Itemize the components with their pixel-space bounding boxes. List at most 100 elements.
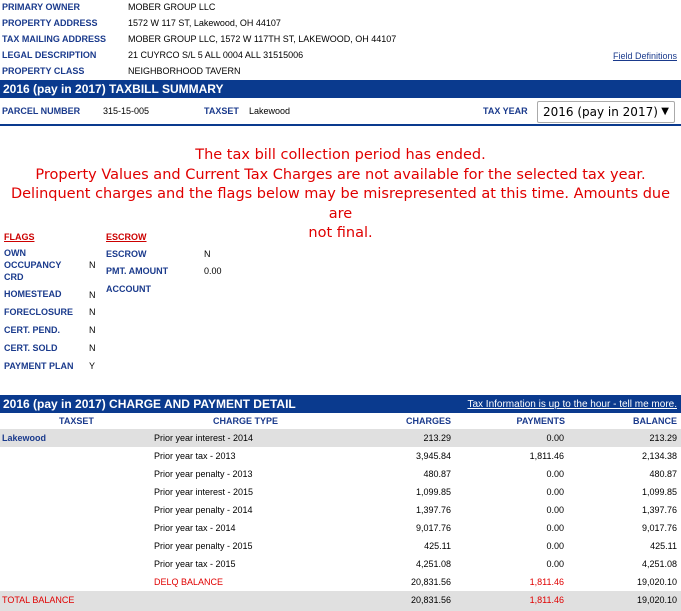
prop-value: 21 CUYRCO S/L 5 ALL 0004 ALL 31515006 <box>128 50 304 60</box>
balance-cell: 1,099.85 <box>641 487 677 497</box>
payments-cell: 0.00 <box>546 559 564 569</box>
payments-cell: 1,811.46 <box>529 451 564 461</box>
detail-title: 2016 (pay in 2017) CHARGE AND PAYMENT DE… <box>3 397 296 411</box>
balance-cell: 9,017.76 <box>641 523 677 533</box>
total-payments: 1,811.46 <box>529 595 564 605</box>
payments-cell: 0.00 <box>546 487 564 497</box>
flag-value-cert-sold: N <box>89 343 96 353</box>
pmt-amount-value: 0.00 <box>204 266 222 276</box>
delq-payments: 1,811.46 <box>529 577 564 587</box>
delq-charges: 20,831.56 <box>410 577 451 587</box>
charges-cell: 3,945.84 <box>415 451 451 461</box>
notice-line: Delinquent charges and the flags below m… <box>10 186 671 222</box>
flag-label-own-occupancy: OWN OCCUPANCY CRD <box>4 247 61 283</box>
flag-label-line: CRD <box>4 272 24 282</box>
notice-line: The tax bill collection period has ended… <box>195 147 486 163</box>
charge-type-cell: Prior year penalty - 2013 <box>154 469 253 479</box>
divider <box>0 124 681 126</box>
prop-row-mailing: TAX MAILING ADDRESS MOBER GROUP LLC, 157… <box>2 32 396 46</box>
escrow-label: ESCROW <box>106 249 147 259</box>
table-row: Prior year tax - 2015 4,251.08 0.00 4,25… <box>0 555 681 573</box>
charges-cell: 213.29 <box>423 433 451 443</box>
detail-header: 2016 (pay in 2017) CHARGE AND PAYMENT DE… <box>0 395 681 413</box>
tax-year-selected-value: 2016 (pay in 2017) <box>543 105 658 119</box>
field-definitions-link[interactable]: Field Definitions <box>612 51 677 61</box>
notice-line: not final. <box>308 225 373 242</box>
balance-cell: 213.29 <box>649 433 677 443</box>
charges-cell: 480.87 <box>423 469 451 479</box>
charge-type-cell: Prior year penalty - 2014 <box>154 505 253 515</box>
tax-year-label: TAX YEAR <box>483 106 528 116</box>
flag-value-payment-plan: Y <box>89 361 96 371</box>
flag-label-homestead: HOMESTEAD <box>4 289 62 299</box>
col-header-payments: PAYMENTS <box>516 416 565 426</box>
flag-label-line: OWN <box>4 248 26 258</box>
prop-row-class: PROPERTY CLASS NEIGHBORHOOD TAVERN <box>2 64 241 78</box>
table-row: Lakewood Prior year interest - 2014 213.… <box>0 429 681 447</box>
flag-label-cert-pend: CERT. PEND. <box>4 325 61 335</box>
flag-value-foreclosure: N <box>89 307 96 317</box>
col-header-taxset: TAXSET <box>59 416 94 426</box>
charges-cell: 4,251.08 <box>415 559 451 569</box>
flag-label-payment-plan: PAYMENT PLAN <box>4 361 74 371</box>
charges-cell: 425.11 <box>424 541 451 551</box>
col-header-charge-type: CHARGE TYPE <box>213 416 279 426</box>
tax-year-select[interactable]: 2016 (pay in 2017) ▼ <box>537 101 675 123</box>
charges-cell: 1,397.76 <box>415 505 451 515</box>
charge-type-cell: Prior year interest - 2014 <box>154 433 254 443</box>
balance-cell: 425.11 <box>650 541 677 551</box>
charge-type-cell: Prior year tax - 2013 <box>154 451 236 461</box>
payments-cell: 0.00 <box>546 469 564 479</box>
chevron-down-icon: ▼ <box>661 106 669 117</box>
charge-type-cell: Prior year penalty - 2015 <box>154 541 253 551</box>
delq-balance-row: DELQ BALANCE 20,831.56 1,811.46 19,020.1… <box>0 573 681 591</box>
charge-type-cell: Prior year tax - 2015 <box>154 559 236 569</box>
prop-value: MOBER GROUP LLC <box>128 2 216 12</box>
total-balance-label: TOTAL BALANCE <box>2 595 75 605</box>
prop-label: PRIMARY OWNER <box>2 2 81 12</box>
taxset-cell: Lakewood <box>2 433 47 443</box>
prop-label: TAX MAILING ADDRESS <box>2 34 107 44</box>
prop-value: MOBER GROUP LLC, 1572 W 117TH ST, LAKEWO… <box>128 34 397 44</box>
escrow-value: N <box>204 249 211 259</box>
prop-label: PROPERTY ADDRESS <box>2 18 98 28</box>
payments-cell: 0.00 <box>546 523 564 533</box>
table-row: Prior year penalty - 2015 425.11 0.00 42… <box>0 537 681 555</box>
account-label: ACCOUNT <box>106 284 151 294</box>
payments-cell: 0.00 <box>546 433 564 443</box>
flag-value-homestead: N <box>89 290 96 300</box>
flag-value-own-occupancy: N <box>89 260 96 270</box>
payments-cell: 0.00 <box>546 505 564 515</box>
table-row: Prior year tax - 2013 3,945.84 1,811.46 … <box>0 447 681 465</box>
taxbill-summary-header: 2016 (pay in 2017) TAXBILL SUMMARY <box>0 80 681 98</box>
charge-type-cell: Prior year tax - 2014 <box>154 523 236 533</box>
table-row: Prior year interest - 2015 1,099.85 0.00… <box>0 483 681 501</box>
tax-info-link[interactable]: Tax Information is up to the hour - tell… <box>467 398 677 410</box>
escrow-title: ESCROW <box>106 232 147 242</box>
prop-row-legal: LEGAL DESCRIPTION 21 CUYRCO S/L 5 ALL 00… <box>2 48 303 62</box>
prop-value: NEIGHBORHOOD TAVERN <box>128 66 241 76</box>
flag-label-foreclosure: FORECLOSURE <box>4 307 74 317</box>
table-row: Prior year tax - 2014 9,017.76 0.00 9,01… <box>0 519 681 537</box>
flag-value-cert-pend: N <box>89 325 96 335</box>
prop-value: 1572 W 117 ST, Lakewood, OH 44107 <box>128 18 281 28</box>
delq-balance: 19,020.10 <box>636 577 677 587</box>
flags-title: FLAGS <box>4 232 35 242</box>
col-header-charges: CHARGES <box>405 416 451 426</box>
taxset-label: TAXSET <box>204 106 239 116</box>
prop-row-owner: PRIMARY OWNER MOBER GROUP LLC <box>2 0 215 14</box>
charge-type-cell: Prior year interest - 2015 <box>154 487 254 497</box>
prop-label: LEGAL DESCRIPTION <box>2 50 97 60</box>
balance-cell: 2,134.38 <box>641 451 677 461</box>
col-header-balance: BALANCE <box>633 416 677 426</box>
flag-label-line: OCCUPANCY <box>4 260 62 270</box>
balance-cell: 480.87 <box>649 469 677 479</box>
flag-label-cert-sold: CERT. SOLD <box>4 343 58 353</box>
parcel-value: 315-15-005 <box>103 106 150 116</box>
balance-cell: 1,397.76 <box>641 505 677 515</box>
pmt-amount-label: PMT. AMOUNT <box>106 266 169 276</box>
charges-cell: 1,099.85 <box>415 487 451 497</box>
prop-row-address: PROPERTY ADDRESS 1572 W 117 ST, Lakewood… <box>2 16 281 30</box>
payments-cell: 0.00 <box>546 541 564 551</box>
taxset-value: Lakewood <box>249 106 291 116</box>
